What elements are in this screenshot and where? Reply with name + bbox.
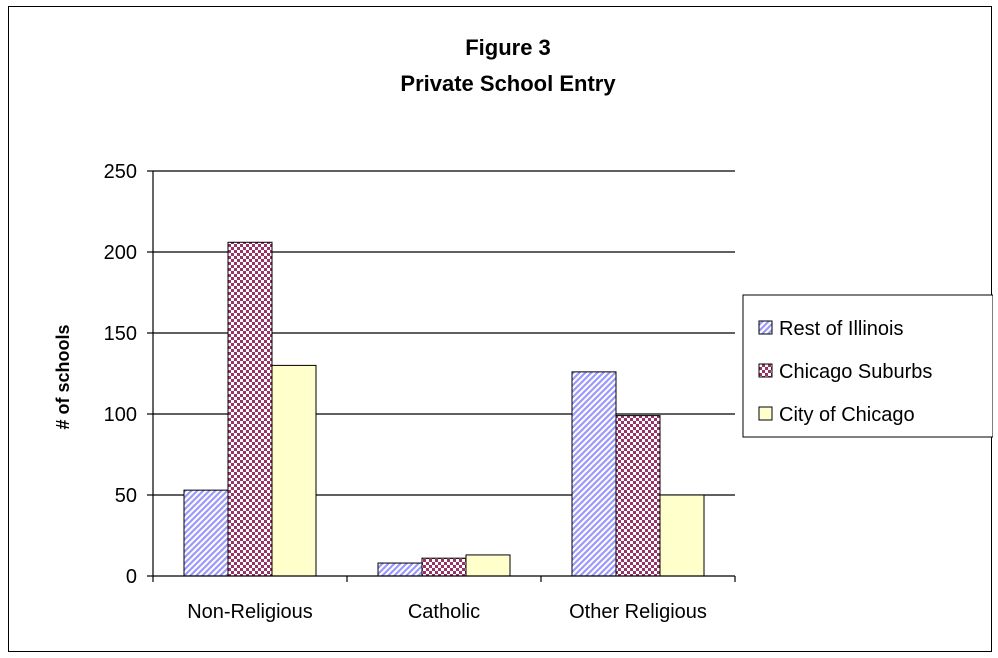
y-axis-label: # of schools [53,324,73,429]
legend-box [742,294,994,438]
legend-swatch-city-of-chicago [758,406,773,421]
legend-label-rest-of-illinois: Rest of Illinois [779,318,904,340]
y-tick-label: 150 [104,323,137,345]
bar-city-of-chicago-other-religious [659,494,705,577]
x-category-label: Non-Religious [187,601,313,623]
bar-city-of-chicago-non-religious [271,364,317,577]
bar-chicago-suburbs-non-religious [227,241,273,577]
chart-subtitle: Private School Entry [400,71,616,96]
legend-swatch-chicago-suburbs [758,363,773,378]
y-tick-label: 100 [104,404,137,426]
legend-label-city-of-chicago: City of Chicago [779,404,915,426]
bar-rest-of-illinois-catholic [377,562,423,577]
y-tick-labels: 0 50 100 150 200 250 [104,161,137,588]
y-tick-label: 250 [104,161,137,183]
x-category-label: Other Religious [569,601,707,623]
x-category-label: Catholic [408,601,480,623]
bar-city-of-chicago-catholic [465,554,511,577]
y-tick-label: 0 [126,566,137,588]
chart-frame: Figure 3 Private School Entry # of schoo… [8,6,994,652]
legend: Rest of Illinois Chicago Suburbs City of… [742,294,994,438]
y-tick-label: 50 [115,485,137,507]
y-tick-label: 200 [104,242,137,264]
chart-title: Figure 3 [465,35,551,60]
x-category-labels: Non-Religious Catholic Other Religious [187,601,707,623]
chart: Figure 3 Private School Entry # of schoo… [53,35,994,623]
bars [183,241,705,577]
legend-swatch-rest-of-illinois [758,320,773,335]
axes [152,171,736,582]
bar-rest-of-illinois-non-religious [183,489,229,577]
bar-chicago-suburbs-other-religious [615,415,661,577]
bar-rest-of-illinois-other-religious [571,371,617,577]
bar-chicago-suburbs-catholic [421,557,467,577]
legend-label-chicago-suburbs: Chicago Suburbs [779,361,932,383]
